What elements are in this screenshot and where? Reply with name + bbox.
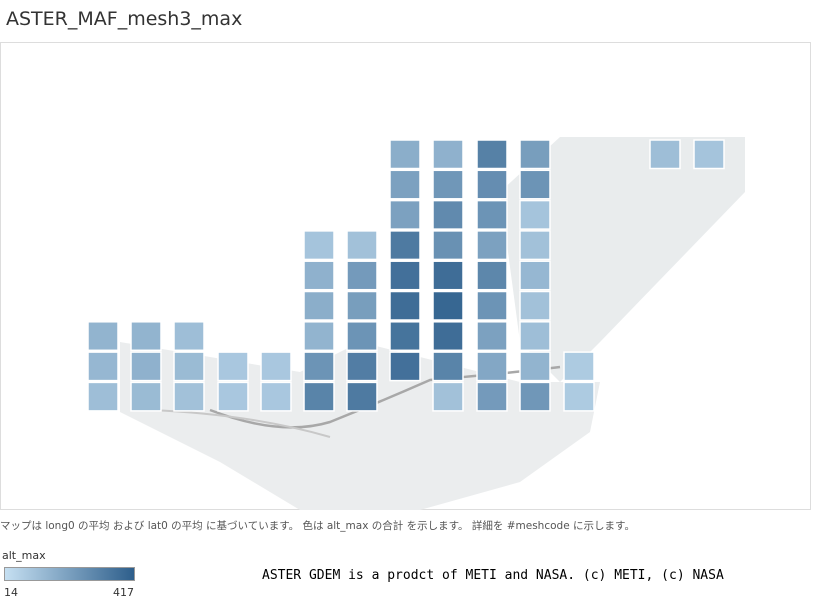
mesh-cell[interactable]	[432, 290, 464, 321]
mesh-cell[interactable]	[519, 290, 551, 321]
mesh-cell[interactable]	[217, 381, 249, 412]
mesh-cell[interactable]	[519, 169, 551, 200]
mesh-cell[interactable]	[346, 381, 378, 412]
mesh-cell[interactable]	[476, 230, 508, 261]
mesh-cell[interactable]	[476, 260, 508, 291]
mesh-cell[interactable]	[130, 321, 162, 352]
mesh-cell[interactable]	[519, 139, 551, 170]
land	[500, 137, 745, 382]
mesh-cell[interactable]	[693, 139, 725, 170]
mesh-cell[interactable]	[519, 321, 551, 352]
mesh-cell[interactable]	[130, 381, 162, 412]
mesh-cell[interactable]	[432, 199, 464, 230]
mesh-cell[interactable]	[519, 351, 551, 382]
mesh-cell[interactable]	[173, 381, 205, 412]
mesh-cell[interactable]	[346, 321, 378, 352]
mesh-cell[interactable]	[87, 381, 119, 412]
mesh-cell[interactable]	[476, 321, 508, 352]
mesh-cell[interactable]	[303, 290, 335, 321]
mesh-cell[interactable]	[389, 351, 421, 382]
mesh-cell[interactable]	[346, 230, 378, 261]
mesh-cell[interactable]	[389, 169, 421, 200]
mesh-cell[interactable]	[649, 139, 681, 170]
mesh-cell[interactable]	[476, 169, 508, 200]
mesh-cell[interactable]	[389, 199, 421, 230]
mesh-cell[interactable]	[346, 290, 378, 321]
mesh-cell[interactable]	[303, 321, 335, 352]
mesh-cell[interactable]	[519, 260, 551, 291]
mesh-cell[interactable]	[476, 199, 508, 230]
road	[209, 365, 561, 429]
caption: マップは long0 の平均 および lat0 の平均 に基づいています。 色は…	[0, 520, 635, 532]
legend-min: 14	[4, 586, 18, 599]
legend-bar	[4, 567, 135, 581]
mesh-cell[interactable]	[217, 351, 249, 382]
mesh-cell[interactable]	[432, 351, 464, 382]
mesh-cell[interactable]	[519, 199, 551, 230]
mesh-cell[interactable]	[173, 321, 205, 352]
map	[0, 42, 811, 510]
mesh-cell[interactable]	[432, 139, 464, 170]
legend-max: 417	[113, 586, 134, 599]
mesh-cell[interactable]	[389, 321, 421, 352]
mesh-cell[interactable]	[87, 351, 119, 382]
mesh-cell[interactable]	[519, 381, 551, 412]
mesh-cell[interactable]	[260, 381, 292, 412]
mesh-cell[interactable]	[432, 169, 464, 200]
mesh-cell[interactable]	[173, 351, 205, 382]
title: ASTER_MAF_mesh3_max	[6, 8, 243, 30]
mesh-cell[interactable]	[389, 139, 421, 170]
mesh-cell[interactable]	[346, 351, 378, 382]
mesh-cell[interactable]	[432, 321, 464, 352]
credit: ASTER GDEM is a prodct of METI and NASA.…	[262, 568, 724, 583]
mesh-cell[interactable]	[476, 381, 508, 412]
legend-gradient	[4, 567, 135, 581]
land	[665, 170, 720, 192]
mesh-cell[interactable]	[389, 260, 421, 291]
mesh-cell[interactable]	[303, 381, 335, 412]
mesh-cell[interactable]	[563, 381, 595, 412]
mesh-cell[interactable]	[87, 321, 119, 352]
mesh-cell[interactable]	[563, 351, 595, 382]
mesh-cell[interactable]	[303, 351, 335, 382]
mesh-cell[interactable]	[432, 230, 464, 261]
mesh-cell[interactable]	[476, 351, 508, 382]
mesh-cell[interactable]	[519, 230, 551, 261]
mesh-cell[interactable]	[346, 260, 378, 291]
mesh-cell[interactable]	[432, 260, 464, 291]
mesh-cell[interactable]	[476, 290, 508, 321]
mesh-cell[interactable]	[476, 139, 508, 170]
legend-title: alt_max	[2, 549, 46, 562]
mesh-cell[interactable]	[303, 230, 335, 261]
mesh-cell[interactable]	[389, 230, 421, 261]
mesh-cell[interactable]	[130, 351, 162, 382]
mesh-cell[interactable]	[432, 381, 464, 412]
mesh-cell[interactable]	[389, 290, 421, 321]
mesh-cell[interactable]	[260, 351, 292, 382]
mesh-cell[interactable]	[303, 260, 335, 291]
